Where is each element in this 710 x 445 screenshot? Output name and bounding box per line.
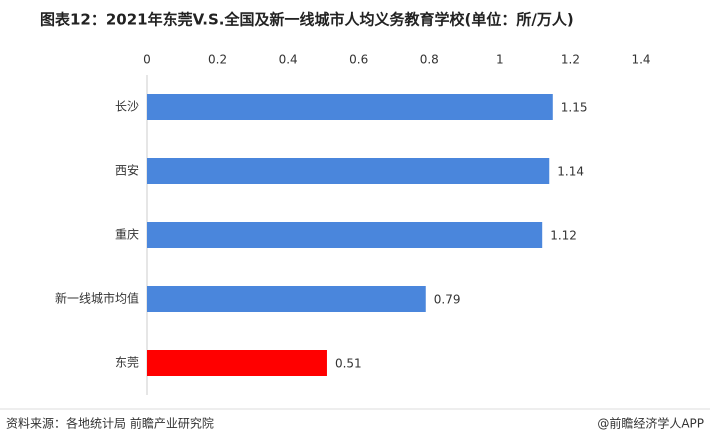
bar bbox=[147, 158, 550, 184]
y-tick-label: 新一线城市均值 bbox=[55, 291, 139, 306]
y-tick-label: 西安 bbox=[115, 163, 139, 178]
x-tick-label: 0.4 bbox=[279, 53, 298, 67]
y-tick-label: 重庆 bbox=[115, 228, 139, 242]
credit: @前瞻经济学人APP bbox=[597, 416, 704, 431]
x-tick-label: 0 bbox=[143, 53, 151, 67]
source: 资料来源：各地统计局 前瞻产业研究院 bbox=[6, 416, 214, 431]
y-tick-label: 长沙 bbox=[115, 100, 139, 114]
x-tick-label: 0.8 bbox=[420, 53, 439, 67]
value-label: 1.12 bbox=[550, 229, 577, 243]
x-tick-label: 1.2 bbox=[561, 53, 580, 67]
bar bbox=[147, 350, 327, 376]
value-label: 0.51 bbox=[335, 357, 362, 371]
bar bbox=[147, 222, 543, 248]
x-tick-label: 0.6 bbox=[349, 53, 368, 67]
value-label: 1.15 bbox=[561, 101, 588, 115]
x-tick-label: 1.4 bbox=[631, 53, 650, 67]
bar bbox=[147, 94, 553, 120]
value-label: 0.79 bbox=[434, 293, 461, 307]
bar bbox=[147, 286, 426, 312]
x-tick-label: 1 bbox=[496, 53, 504, 67]
value-label: 1.14 bbox=[557, 165, 584, 179]
y-tick-label: 东莞 bbox=[115, 356, 139, 370]
chart-title: 图表12：2021年东莞V.S.全国及新一线城市人均义务教育学校(单位：所/万人… bbox=[40, 11, 574, 29]
x-tick-label: 0.2 bbox=[208, 53, 227, 67]
